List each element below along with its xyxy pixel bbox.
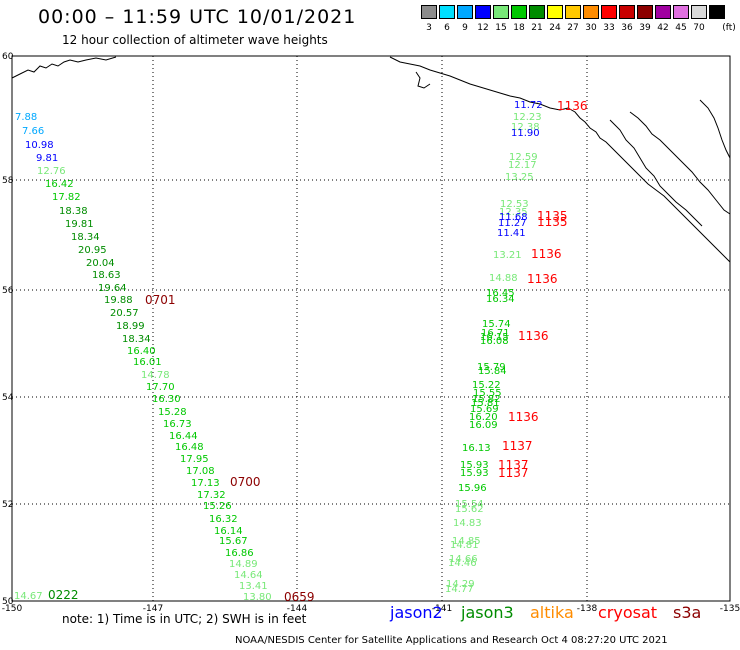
coastline: [12, 57, 730, 262]
wave-height-value: 13.80: [243, 592, 272, 603]
pass-time-label: 1136: [557, 99, 588, 113]
lon-label: -138: [577, 604, 598, 614]
wave-height-value: 11.72: [514, 100, 543, 111]
wave-height-value: 16.42: [45, 179, 74, 190]
wave-height-value: 9.81: [36, 153, 58, 164]
wave-height-value: 15.62: [455, 504, 484, 515]
lat-label: 58: [2, 176, 14, 186]
wave-height-value: 19.88: [104, 295, 133, 306]
lat-label: 52: [2, 500, 13, 510]
wave-height-map: -150 -147 -144 -141 -138 -135505254565860 7.8…: [0, 0, 740, 650]
lat-label: 50: [2, 597, 14, 607]
wave-height-value: 16.44: [169, 431, 198, 442]
wave-height-value: 16.08: [480, 336, 509, 347]
wave-height-value: 14.81: [450, 540, 479, 551]
wave-height-value: 14.83: [453, 518, 482, 529]
wave-height-value: 14.46: [448, 558, 477, 569]
wave-height-value: 11.41: [497, 228, 526, 239]
wave-height-value: 14.88: [489, 273, 518, 284]
wave-height-value: 16.48: [175, 442, 204, 453]
wave-height-value: 10.98: [25, 140, 54, 151]
corner-value: 14.67: [14, 591, 43, 602]
wave-height-value: 11.90: [511, 128, 540, 139]
pass-time-label: 0222: [48, 588, 79, 602]
wave-height-value: 17.70: [146, 382, 175, 393]
wave-height-value: 17.95: [180, 454, 209, 465]
pass-time-label: 1137: [502, 439, 533, 453]
wave-height-value: 15.96: [458, 483, 487, 494]
wave-height-value: 17.32: [197, 490, 226, 501]
satellite-legend-s3a: s3a: [673, 603, 701, 622]
pass-time-label: 0700: [230, 475, 261, 489]
wave-height-value: 18.99: [116, 321, 145, 332]
wave-height-value: 15.84: [478, 366, 507, 377]
wave-height-value: 20.57: [110, 308, 139, 319]
pass-time-label: 1137: [498, 466, 529, 480]
lat-label: 56: [2, 286, 14, 296]
wave-height-value: 16.13: [462, 443, 491, 454]
footer-note: note: 1) Time is in UTC; 2) SWH is in fe…: [62, 612, 306, 626]
wave-height-value: 13.21: [493, 250, 522, 261]
wave-height-value: 12.76: [37, 166, 66, 177]
wave-height-value: 17.82: [52, 192, 81, 203]
wave-height-value: 20.04: [86, 258, 115, 269]
wave-height-value: 15.28: [158, 407, 187, 418]
pass-time-label: 1136: [518, 329, 549, 343]
wave-height-value: 12.17: [508, 160, 537, 171]
lon-label: -135: [720, 604, 740, 614]
wave-height-value: 18.34: [122, 334, 151, 345]
wave-height-value: 16.86: [225, 548, 254, 559]
wave-height-value: 7.66: [22, 126, 44, 137]
inside-passage-islands: [610, 100, 730, 226]
pass-time-label: 1136: [527, 272, 558, 286]
wave-height-value: 19.64: [98, 283, 127, 294]
pass-time-label: 0659: [284, 590, 315, 604]
pass-time-label: 1136: [531, 247, 562, 261]
satellite-legend-cryosat: cryosat: [598, 603, 657, 622]
wave-height-value: 20.95: [78, 245, 107, 256]
lat-label: 60: [2, 52, 14, 62]
pass-time-label: 1136: [508, 410, 539, 424]
wave-height-value: 16.73: [163, 419, 192, 430]
wave-height-value: 16.34: [486, 294, 515, 305]
kenai-coast: [416, 72, 430, 88]
wave-height-value: 16.32: [209, 514, 238, 525]
wave-height-value: 14.78: [141, 370, 170, 381]
wave-height-value: 14.64: [234, 570, 263, 581]
wave-height-value: 15.67: [219, 536, 248, 547]
wave-height-value: 18.38: [59, 206, 88, 217]
wave-height-value: 7.88: [15, 112, 37, 123]
wave-height-value: 13.41: [239, 581, 268, 592]
satellite-legend-altika: altika: [530, 603, 574, 622]
wave-height-value: 17.08: [186, 466, 215, 477]
wave-height-value: 16.09: [469, 420, 498, 431]
footer-credit: NOAA/NESDIS Center for Satellite Applica…: [235, 635, 668, 646]
pass-time-label: 0701: [145, 293, 176, 307]
alaska-coast-northwest: [12, 57, 116, 78]
track-west-values: 7.88 7.66 10.98 9.81 12.76 16.42 17.82 18.38 19.…: [15, 112, 272, 603]
lat-label: 54: [2, 393, 14, 403]
satellite-legend-jason2: jason2: [390, 603, 443, 622]
wave-height-value: 18.34: [71, 232, 100, 243]
wave-height-value: 15.93: [460, 468, 489, 479]
graticule: -150 -147 -144 -141 -138 -135505254565860: [2, 52, 740, 614]
wave-height-value: 14.89: [229, 559, 258, 570]
pass-time-label: 1135: [537, 215, 568, 229]
wave-height-value: 16.40: [127, 346, 156, 357]
satellite-legend-jason3: jason3: [461, 603, 514, 622]
wave-height-value: 19.81: [65, 219, 94, 230]
wave-height-value: 18.63: [92, 270, 121, 281]
wave-height-value: 16.30: [152, 394, 181, 405]
wave-height-value: 13.25: [505, 172, 534, 183]
wave-height-value: 15.26: [203, 501, 232, 512]
wave-height-value: 16.01: [133, 357, 162, 368]
wave-height-value: 14.77: [445, 584, 474, 595]
wave-height-value: 17.13: [191, 478, 220, 489]
